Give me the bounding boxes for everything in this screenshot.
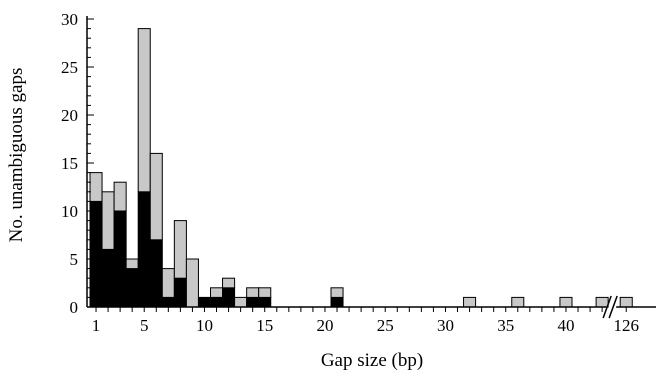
bar-light-11 <box>210 287 224 298</box>
bar-light-7 <box>161 268 175 298</box>
x-tick-label-126: 126 <box>613 316 639 335</box>
bar-light-21 <box>330 287 344 298</box>
bar-dark-14 <box>246 296 260 308</box>
x-axis-label: Gap size (bp) <box>321 350 423 371</box>
bar-light-13 <box>234 296 248 308</box>
bar-light-36 <box>511 296 525 308</box>
bar-light-3 <box>113 181 127 212</box>
bar-dark-8 <box>173 277 187 308</box>
x-tick-label-40: 40 <box>557 316 574 335</box>
y-tick-label-10: 10 <box>61 202 78 221</box>
bar-light-5 <box>137 28 151 193</box>
x-tick-label-35: 35 <box>497 316 514 335</box>
bar-light-2 <box>101 191 115 250</box>
bar-light-15 <box>258 287 272 298</box>
bar-dark-5 <box>137 191 151 308</box>
bar-dark-6 <box>149 239 163 308</box>
bar-light-4 <box>125 258 139 270</box>
bar-dark-2 <box>101 248 115 308</box>
x-tick-label-15: 15 <box>256 316 273 335</box>
bar-dark-1 <box>89 200 103 308</box>
bars-group <box>89 28 633 308</box>
y-tick-label-15: 15 <box>61 154 78 173</box>
x-tick-label-10: 10 <box>196 316 213 335</box>
y-tick-label-30: 30 <box>61 10 78 29</box>
bar-light-14 <box>246 287 260 298</box>
y-tick-label-5: 5 <box>70 250 79 269</box>
bar-light-126 <box>619 296 633 308</box>
bar-dark-7 <box>161 296 175 308</box>
bar-light-32 <box>463 296 477 308</box>
x-tick-label-30: 30 <box>437 316 454 335</box>
bar-light-9 <box>185 258 199 308</box>
bar-dark-3 <box>113 210 127 308</box>
y-tick-label-25: 25 <box>61 58 78 77</box>
bar-light-6 <box>149 152 163 241</box>
bar-dark-21 <box>330 296 344 308</box>
x-tick-label-5: 5 <box>140 316 149 335</box>
axis-break-mark-1 <box>602 295 612 319</box>
bar-light-43 <box>595 296 609 308</box>
bar-light-12 <box>222 277 236 289</box>
x-tick-label-1: 1 <box>92 316 101 335</box>
bar-dark-12 <box>222 287 236 308</box>
y-axis-label: No. unambiguous gaps <box>6 68 27 243</box>
bar-light-8 <box>173 220 187 279</box>
axis-break-mark-2 <box>608 295 618 319</box>
bar-light-40 <box>559 296 573 308</box>
bar-dark-10 <box>197 296 211 308</box>
bar-dark-4 <box>125 268 139 308</box>
x-tick-label-25: 25 <box>377 316 394 335</box>
y-tick-label-20: 20 <box>61 106 78 125</box>
x-tick-label-20: 20 <box>316 316 333 335</box>
bar-dark-11 <box>210 296 224 308</box>
bar-light-1 <box>89 172 103 202</box>
bar-dark-15 <box>258 296 272 308</box>
y-tick-label-0: 0 <box>70 298 79 317</box>
